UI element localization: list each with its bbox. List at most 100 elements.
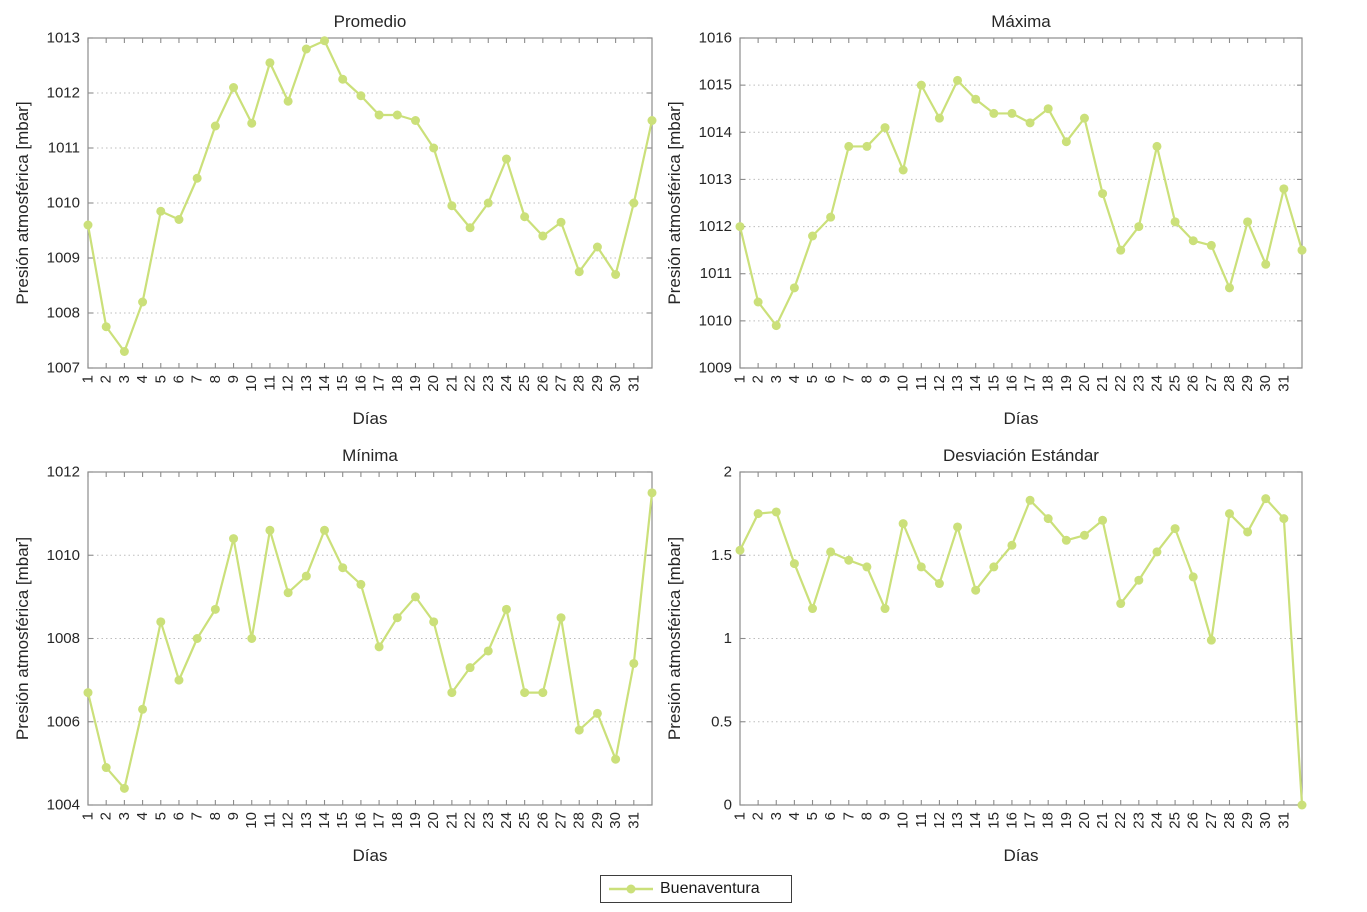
data-point-marker — [174, 215, 184, 224]
x-tick-label: 8 — [207, 812, 224, 820]
x-tick-label: 21 — [443, 375, 460, 392]
data-point-marker — [574, 267, 584, 277]
data-point-marker — [844, 555, 854, 565]
x-tick-label: 23 — [480, 375, 497, 392]
data-point-marker — [1279, 514, 1289, 524]
series-line-buenaventura — [86, 492, 654, 790]
x-tick-label: 7 — [840, 375, 857, 383]
data-point-marker — [1043, 104, 1053, 114]
data-point-marker — [83, 220, 93, 230]
legend-line-marker-icon — [609, 884, 653, 894]
data-point-marker — [483, 646, 493, 656]
y-tick-label: 1013 — [47, 30, 80, 47]
data-point-marker — [1061, 535, 1071, 545]
y-tick-label: 1006 — [47, 713, 80, 730]
data-point-marker — [753, 297, 763, 307]
data-point-marker — [611, 270, 621, 279]
x-tick-label: 10 — [243, 375, 260, 392]
x-tick-label: 2 — [98, 375, 115, 383]
data-point-marker — [1206, 635, 1216, 645]
y-axis-label: Presión atmosférica [mbar] — [13, 537, 32, 740]
x-tick-label: 13 — [949, 812, 966, 829]
data-point-marker — [483, 198, 493, 208]
y-axis-label: Presión atmosférica [mbar] — [665, 101, 684, 304]
data-point-marker — [538, 688, 548, 698]
data-point-marker — [338, 74, 348, 84]
data-point-marker — [138, 297, 148, 307]
data-point-marker — [465, 663, 475, 673]
y-tick-label: 1012 — [47, 85, 80, 102]
data-point-marker — [174, 675, 184, 685]
x-tick-label: 19 — [1058, 812, 1075, 829]
x-tick-label: 19 — [1058, 375, 1075, 392]
y-tick-label: 1012 — [699, 218, 732, 235]
data-point-marker — [447, 201, 457, 211]
data-point-marker — [826, 547, 836, 557]
data-point-marker — [953, 522, 963, 532]
y-tick-label: 1008 — [47, 305, 80, 322]
x-tick-label: 30 — [1257, 375, 1274, 392]
data-point-marker — [101, 322, 111, 332]
data-point-marker — [138, 704, 148, 714]
x-tick-label: 5 — [804, 375, 821, 383]
y-tick-label: 1009 — [699, 360, 732, 377]
y-tick-label: 0 — [724, 797, 732, 814]
data-point-marker — [1243, 217, 1253, 227]
chart-panel-4: 00.511.521 2 3 4 5 6 7 8 9 10 11 12 13 14 15 16 17 18 19 20… — [665, 446, 1307, 865]
data-point-marker — [247, 118, 257, 128]
axes-box — [739, 37, 1303, 369]
x-tick-label: 16 — [1003, 375, 1020, 392]
data-point-marker — [301, 44, 311, 54]
data-point-marker — [1261, 494, 1271, 504]
data-point-marker — [1170, 217, 1180, 227]
data-point-marker — [374, 110, 384, 120]
x-tick-label: 3 — [768, 812, 785, 820]
x-tick-label: 5 — [804, 812, 821, 820]
data-point-marker — [880, 123, 890, 133]
data-point-marker — [210, 121, 220, 131]
data-point-marker — [647, 488, 657, 498]
data-point-marker — [1116, 599, 1126, 609]
x-tick-label: 2 — [750, 375, 767, 383]
x-tick-label: 30 — [607, 812, 624, 829]
data-point-marker — [119, 783, 129, 793]
x-tick-label: 27 — [1203, 812, 1220, 829]
data-point-marker — [1188, 236, 1198, 246]
data-point-marker — [556, 613, 566, 623]
x-tick-label: 10 — [243, 812, 260, 829]
y-tick-label: 1014 — [699, 124, 732, 141]
y-tick-label: 1015 — [699, 77, 732, 94]
data-point-marker — [538, 231, 548, 241]
x-tick-label: 14 — [967, 812, 984, 829]
data-point-marker — [229, 534, 239, 544]
data-point-marker — [83, 688, 93, 698]
chart-title: Máxima — [991, 12, 1051, 31]
x-tick-label: 25 — [516, 812, 533, 829]
data-point-marker — [229, 83, 239, 92]
data-point-marker — [392, 110, 402, 120]
data-point-marker — [465, 223, 475, 233]
data-point-marker — [247, 634, 257, 643]
data-point-marker — [1025, 495, 1035, 505]
y-tick-label: 1.5 — [711, 547, 732, 564]
x-tick-label: 3 — [768, 375, 785, 383]
series-line-buenaventura — [86, 39, 654, 353]
x-tick-label: 7 — [189, 812, 206, 820]
data-point-marker — [898, 165, 908, 175]
y-tick-label: 1011 — [48, 140, 80, 157]
x-tick-label: 19 — [407, 375, 424, 392]
y-tick-label: 1 — [724, 630, 732, 647]
data-point-marker — [574, 725, 584, 735]
x-tick-label: 3 — [116, 375, 133, 383]
data-point-marker — [1224, 283, 1234, 293]
data-point-marker — [374, 642, 384, 652]
x-tick-label: 15 — [334, 812, 351, 829]
x-tick-label: 20 — [1076, 812, 1093, 829]
data-point-marker — [771, 321, 781, 331]
data-point-marker — [283, 96, 293, 106]
data-point-marker — [862, 141, 872, 151]
x-tick-label: 26 — [1185, 812, 1202, 829]
data-point-marker — [429, 617, 439, 627]
data-point-marker — [735, 545, 745, 555]
